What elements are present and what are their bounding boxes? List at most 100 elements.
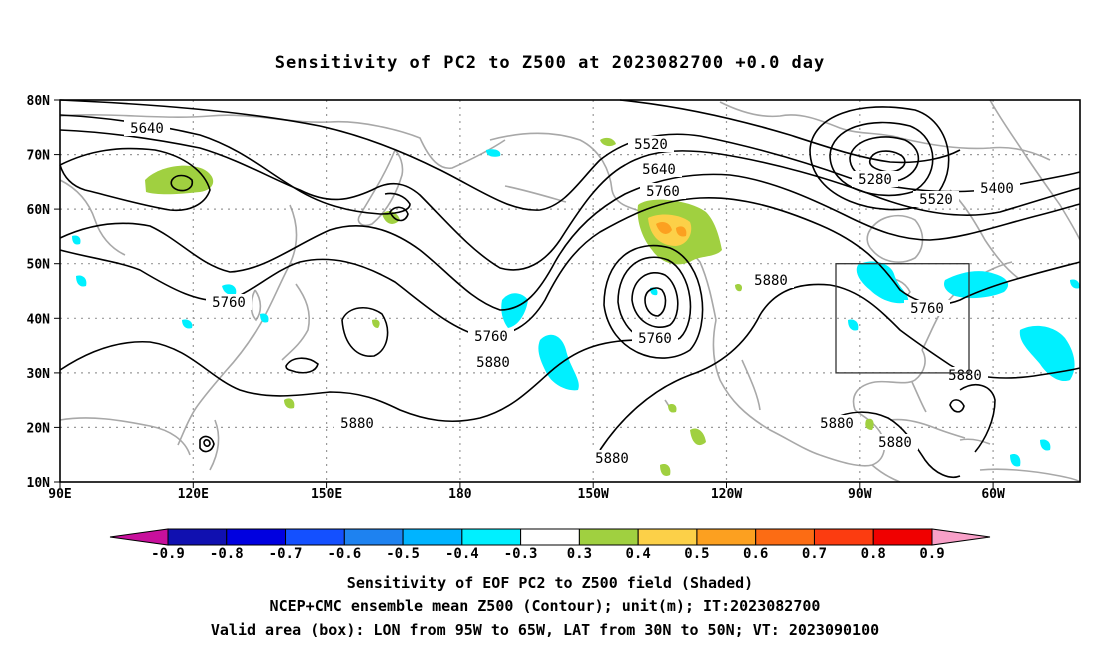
colorbar-label: 0.3: [567, 546, 592, 562]
coast-florida: [911, 381, 927, 413]
coast-baja: [741, 359, 761, 411]
shade-patch: [690, 428, 706, 446]
lat-label: 30N: [27, 367, 51, 382]
shade-patch: [1070, 279, 1080, 289]
contour-label: 5880: [820, 416, 854, 432]
coast-uswest: [712, 319, 821, 456]
contour-high-ph-2: [203, 439, 211, 447]
shade-patch: [676, 226, 687, 237]
shade-patch: [600, 137, 616, 147]
colorbar-label: -0.3: [504, 546, 538, 562]
lat-label: 70N: [27, 149, 51, 164]
lon-label: 120E: [178, 487, 209, 502]
valid-area-box: [835, 263, 970, 374]
shade-patch: [660, 464, 671, 476]
shade-patch: [72, 235, 81, 245]
contour-labels: 5640 5520 5640 5760 5280 5400 5520 5760 …: [124, 120, 1020, 467]
coast-centralam: [871, 464, 901, 483]
colorbar-cell: [285, 528, 345, 546]
coast-greenland: [989, 99, 1081, 241]
colorbar-label: -0.7: [269, 546, 303, 562]
coast-asia-east: [177, 204, 298, 446]
contour-low-beringsea: [389, 206, 409, 222]
colorbar-label: 0.9: [919, 546, 944, 562]
shade-patch: [668, 403, 677, 413]
sensitivity-shading: [72, 137, 1080, 476]
colorbar-label: -0.5: [386, 546, 420, 562]
contour-5520-main: [59, 129, 1081, 271]
contour-low-nepac-2: [631, 272, 679, 328]
shade-patch: [222, 284, 237, 295]
coast-asia-north: [59, 114, 506, 169]
coast-alaska: [489, 132, 651, 215]
contour-5880-atl: [959, 384, 996, 453]
shade-patch: [284, 398, 295, 409]
contour-high-ph-1: [199, 435, 215, 453]
contour-high-westpac: [341, 307, 389, 357]
colorbar-label: -0.4: [445, 546, 479, 562]
colorbar-label: 0.6: [743, 546, 768, 562]
contour-5280-north: [619, 99, 961, 164]
map-title: Sensitivity of PC2 to Z500 at 2023082700…: [275, 53, 826, 73]
contour-high-westpac-2: [285, 357, 319, 374]
contour-high-atl-1: [949, 399, 965, 413]
shade-patch: [145, 165, 214, 195]
shade-patch: [501, 293, 528, 328]
shade-patch: [538, 334, 579, 391]
colorbar-cell: [578, 528, 639, 546]
colorbar-label: 0.7: [802, 546, 827, 562]
contour-low-nepac-4: [603, 244, 704, 359]
lat-label: 80N: [27, 94, 51, 109]
caption-line-1: Sensitivity of EOF PC2 to Z500 field (Sh…: [347, 574, 753, 592]
caption-line-3: Valid area (box): LON from 95W to 65W, L…: [211, 621, 879, 639]
contour-label: 5880: [948, 368, 982, 384]
contour-low-greenland-3: [829, 121, 934, 197]
contour-low-greenland-4: [809, 106, 950, 211]
lon-label: 150E: [311, 487, 342, 502]
shade-patch: [1019, 325, 1075, 382]
lon-label: 120W: [711, 487, 742, 502]
lat-label: 20N: [27, 421, 51, 436]
contour-siberia-ring: [59, 147, 211, 212]
contour-low-greenland-1: [868, 150, 906, 173]
contour-label: 5760: [646, 184, 680, 200]
lon-label: 60W: [981, 487, 1005, 502]
contour-label: 5520: [919, 192, 953, 208]
shade-patch: [1010, 454, 1021, 467]
colorbar-label: -0.6: [327, 546, 361, 562]
lon-label: 150W: [578, 487, 609, 502]
colorbar-cell: [755, 528, 815, 546]
coast-hudson: [866, 214, 924, 263]
lat-label: 40N: [27, 312, 51, 327]
colorbar-high-arrow: [931, 528, 991, 546]
contour-label: 5280: [858, 172, 892, 188]
coast-southchina: [59, 417, 191, 456]
contour-low-siberia: [170, 174, 194, 192]
shade-patch: [865, 418, 874, 430]
contour-label: 5880: [476, 355, 510, 371]
contour-label: 5880: [878, 435, 912, 451]
coast-southam: [979, 468, 1081, 483]
colorbar-cell: [813, 528, 874, 546]
colorbar-label: 0.8: [861, 546, 886, 562]
contour-label: 5880: [754, 273, 788, 289]
coast-japan: [281, 283, 311, 361]
shade-patch: [260, 313, 269, 323]
shade-patch: [848, 319, 859, 331]
shade-patch: [735, 283, 743, 292]
colorbar-cell: [226, 528, 287, 546]
caption-line-2: NCEP+CMC ensemble mean Z500 (Contour); u…: [270, 597, 821, 615]
colorbar-cell: [696, 528, 757, 546]
contour-label: 5760: [212, 295, 246, 311]
shade-patch: [944, 271, 1009, 299]
coast-kamchatka: [357, 149, 404, 227]
contour-label: 5880: [595, 451, 629, 467]
colorbar-low-arrow: [109, 528, 169, 546]
coast-philippines: [209, 419, 220, 471]
colorbar-label: -0.9: [151, 546, 185, 562]
shade-patch: [486, 149, 501, 157]
colorbar: -0.9 -0.8 -0.7 -0.6 -0.5 -0.4 -0.3 0.3 0.4 0.5 0.6…: [109, 528, 991, 562]
colorbar-label: 0.4: [626, 546, 651, 562]
shade-patch: [856, 261, 909, 304]
